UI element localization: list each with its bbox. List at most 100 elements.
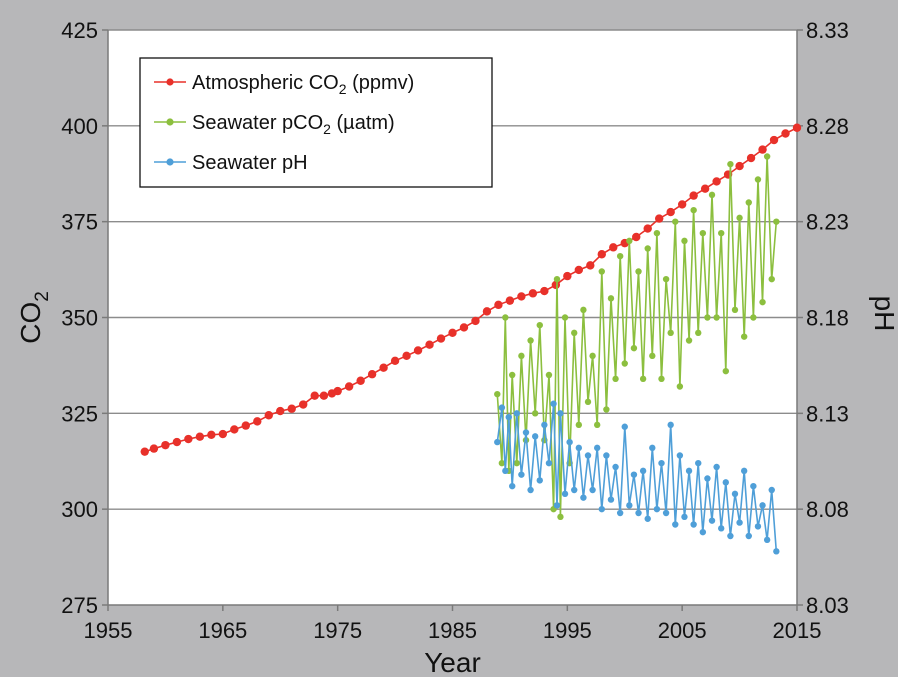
seawater-ph-point [708, 517, 716, 524]
seawater-ph-point [662, 509, 670, 517]
seawater-ph-point [531, 433, 539, 440]
seawater-pco2-point [626, 237, 633, 245]
seawater-pco2-point [561, 314, 569, 321]
left-y-axis-title: CO2 [15, 291, 53, 344]
atmospheric-co2-point [540, 286, 549, 296]
atmospheric-co2-point [241, 421, 250, 430]
legend-swatch-marker [166, 78, 174, 86]
legend-box [139, 57, 493, 188]
atmospheric-co2-point [712, 177, 721, 186]
series-layer [140, 123, 802, 555]
seawater-ph-series [494, 400, 780, 555]
seawater-ph-point [593, 444, 601, 452]
atmospheric-co2-point [746, 153, 756, 163]
right-y-tick-label: 8.28 [806, 114, 849, 139]
atmospheric-co2-point [310, 391, 319, 400]
seawater-ph-point [580, 494, 587, 501]
legend-label-main: Seawater pH [192, 152, 308, 174]
right-y-tick-label: 8.23 [806, 210, 849, 235]
seawater-ph-point [763, 536, 771, 544]
seawater-ph-point [653, 505, 661, 513]
seawater-ph-point [513, 410, 521, 417]
seawater-ph-point [681, 513, 688, 521]
gridlines [108, 29, 797, 510]
seawater-pco2-point [509, 371, 516, 379]
seawater-ph-point [713, 463, 720, 471]
seawater-pco2-point [704, 314, 711, 321]
atmospheric-co2-point [758, 145, 767, 154]
seawater-pco2-point [667, 329, 674, 337]
seawater-pco2-point [653, 229, 661, 237]
seawater-pco2-point [518, 352, 525, 360]
atmospheric-co2-point [666, 207, 675, 217]
atmospheric-co2-point [218, 429, 228, 439]
seawater-pco2-point [649, 352, 656, 360]
seawater-pco2-point [722, 367, 730, 375]
seawater-ph-point [635, 509, 642, 517]
atmospheric-co2-point [689, 191, 698, 200]
seawater-ph-point [553, 502, 561, 509]
seawater-ph-point [658, 459, 665, 467]
seawater-pco2-point [571, 329, 578, 337]
right-y-tick-label: 8.18 [806, 306, 849, 331]
atmospheric-co2-point [700, 184, 710, 193]
atmospheric-co2-point [494, 300, 503, 310]
seawater-ph-point [571, 486, 578, 494]
seawater-ph-point [699, 528, 707, 536]
seawater-ph-point [561, 490, 569, 498]
seawater-ph-point [494, 438, 501, 446]
seawater-ph-point [695, 459, 702, 467]
seawater-pco2-point [685, 337, 693, 344]
legend-label-unit: (ppmv) [347, 72, 415, 94]
seawater-ph-point [536, 477, 543, 484]
seawater-pco2-point [545, 371, 553, 379]
right-y-axis-title: pH [869, 296, 898, 332]
atmospheric-co2-point [609, 243, 618, 252]
right-y-tick-label: 8.33 [806, 18, 849, 43]
atmospheric-co2-point [586, 261, 595, 270]
atmospheric-co2-point [253, 417, 262, 426]
atmospheric-co2-point [287, 404, 296, 413]
atmospheric-co2-point [184, 434, 193, 444]
right-y-tick-label: 8.03 [806, 593, 849, 618]
seawater-pco2-point [603, 406, 610, 413]
seawater-ph-point [527, 486, 534, 494]
seawater-pco2-point [763, 153, 771, 160]
left-y-tick-label: 275 [61, 593, 98, 618]
atmospheric-co2-point [792, 123, 802, 132]
seawater-pco2-point [736, 214, 743, 222]
atmospheric-co2-point [276, 406, 285, 416]
seawater-ph-point [736, 519, 743, 526]
seawater-ph-point [541, 421, 548, 429]
seawater-pco2-point [639, 375, 647, 383]
left-y-tick-label: 300 [61, 497, 98, 522]
atmospheric-co2-point [402, 351, 411, 361]
seawater-ph-point [550, 400, 557, 407]
seawater-pco2-point [513, 459, 521, 467]
atmospheric-co2-point [471, 316, 480, 326]
atmospheric-co2-point [207, 430, 216, 439]
atmospheric-co2-point [230, 425, 239, 434]
seawater-pco2-point [672, 218, 679, 225]
atmospheric-co2-point [425, 340, 434, 349]
seawater-pco2-point [598, 268, 605, 275]
x-tick-label: 1975 [313, 618, 362, 643]
seawater-ph-point [621, 423, 628, 430]
seawater-pco2-point [695, 329, 702, 337]
atmospheric-co2-point [172, 437, 182, 447]
seawater-ph-point [509, 482, 516, 490]
atmospheric-co2-point [769, 135, 779, 145]
atmospheric-co2-point [574, 265, 584, 275]
seawater-pco2-point [621, 360, 628, 367]
atmospheric-co2-point [195, 432, 205, 441]
atmospheric-co2-point [333, 386, 342, 396]
seawater-pco2-point [676, 383, 684, 390]
seawater-ph-point [545, 459, 553, 467]
seawater-ph-point [672, 521, 679, 528]
atmospheric-co2-point [459, 323, 469, 332]
seawater-pco2-point [750, 314, 757, 321]
seawater-pco2-point [699, 229, 707, 237]
seawater-ph-point [740, 467, 748, 475]
seawater-pco2-point [745, 199, 752, 206]
